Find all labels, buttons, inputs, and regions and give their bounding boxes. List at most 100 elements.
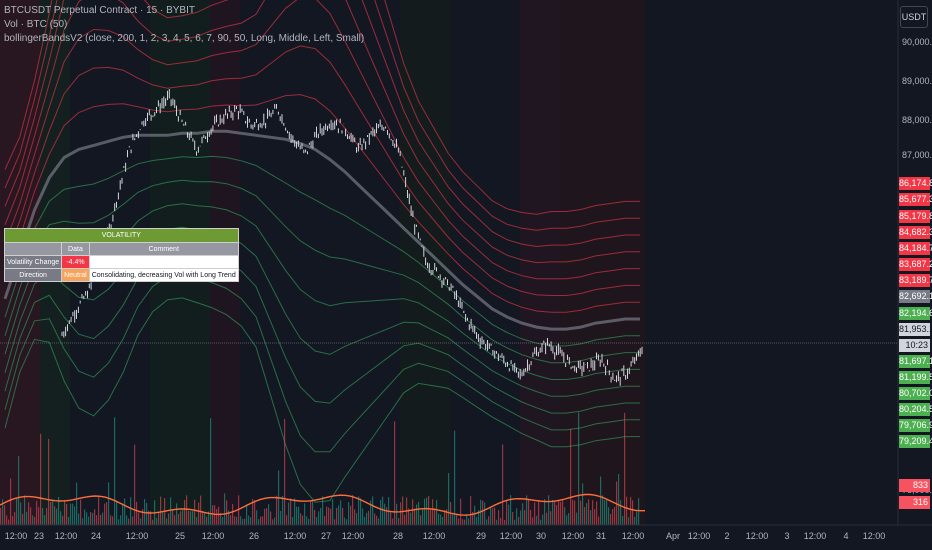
volume-bar (440, 514, 442, 525)
volume-bar (538, 500, 540, 525)
volume-bar (504, 519, 506, 525)
time-tick-label: Apr (665, 531, 681, 541)
volume-bar (50, 502, 52, 525)
volume-bar (528, 498, 530, 525)
price-tick-label: 87,000.0 (902, 150, 932, 160)
chart-legend: BTCUSDT Perpetual Contract · 15 · BYBIT … (4, 4, 364, 46)
volume-bar (60, 511, 62, 525)
volume-bar (350, 505, 352, 525)
upper-band-1 (4, 94, 640, 313)
volume-bar (598, 516, 600, 525)
volume-bar (546, 512, 548, 525)
volume-bar (620, 499, 622, 525)
volume-bar (40, 433, 42, 525)
volume-bar (442, 516, 444, 525)
volume-bar (348, 502, 350, 525)
volume-bar (62, 515, 64, 525)
volume-ma-line (0, 493, 645, 516)
symbol-title[interactable]: BTCUSDT Perpetual Contract · 15 · BYBIT (4, 5, 195, 16)
volume-bar (570, 428, 572, 525)
time-tick-label: 12:00 (561, 531, 585, 541)
volume-bar (438, 513, 440, 525)
volume-bar (8, 519, 10, 525)
volume-bar (236, 516, 238, 525)
price-badge: 80,702.0 (899, 387, 932, 400)
volume-bar (198, 502, 200, 525)
currency-button[interactable]: USDT (900, 6, 928, 28)
volume-bar (228, 510, 230, 525)
volume-bar (516, 508, 518, 525)
volatility-table-title: VOLATILITY (4, 228, 239, 243)
time-tick-label: 24 (90, 531, 102, 541)
volume-bar (638, 498, 640, 525)
lower-band-6 (4, 273, 640, 453)
time-tick-label: 3 (784, 531, 790, 541)
volume-bar (416, 504, 418, 525)
volume-bar (218, 506, 220, 525)
volume-bar (92, 513, 94, 525)
volume-bar (72, 503, 74, 525)
volume-bar (482, 500, 484, 525)
bollinger-indicator-title[interactable]: bollingerBandsV2 (close, 200, 1, 2, 3, 4… (4, 33, 365, 44)
volume-bar (250, 517, 252, 525)
price-badge: 84,184.7 (899, 242, 932, 255)
volume-bar (292, 517, 294, 525)
volume-bar (588, 499, 590, 525)
volume-bars (0, 412, 640, 525)
lower-band-4 (4, 226, 640, 397)
volume-bar (108, 482, 110, 525)
volume-bar (300, 513, 302, 525)
volume-bar (4, 505, 6, 525)
volume-bar (142, 509, 144, 525)
time-tick-label: 12:00 (422, 531, 446, 541)
time-tick-label: 12:00 (745, 531, 769, 541)
time-tick-label: 30 (535, 531, 547, 541)
volume-bar (352, 495, 354, 525)
volume-bar (312, 501, 314, 525)
volume-bar (412, 499, 414, 525)
volume-bar (194, 499, 196, 525)
volume-bar (46, 507, 48, 525)
volume-bar (376, 515, 378, 525)
volume-bar (140, 518, 142, 525)
upper-band-4 (4, 0, 640, 264)
volume-indicator-title[interactable]: Vol · BTC (50) (4, 19, 68, 30)
volume-bar (448, 473, 450, 525)
volume-bar (106, 502, 108, 525)
volume-bar (196, 517, 198, 525)
volume-bar (282, 496, 284, 525)
volume-bar (408, 508, 410, 525)
volume-bar (606, 499, 608, 525)
volume-bar (112, 516, 114, 525)
volume-bar (610, 514, 612, 525)
volume-bar (34, 516, 36, 525)
volume-bar (590, 510, 592, 525)
volume-bar (460, 498, 462, 525)
price-badge: 82,692.1 (899, 290, 932, 303)
volume-bar (206, 516, 208, 525)
volume-bar (26, 511, 28, 525)
price-badge: 86,174.8 (899, 177, 932, 190)
volume-bar (332, 499, 334, 525)
volume-bar (224, 493, 226, 525)
volume-bar (418, 501, 420, 525)
upper-band-5 (4, 0, 640, 248)
volume-bar (22, 513, 24, 525)
volume-bar (456, 514, 458, 525)
volume-bar (0, 507, 2, 525)
volume-bar (562, 499, 564, 525)
volume-bar (322, 496, 324, 525)
volume-bar (632, 500, 634, 525)
volume-bar (624, 412, 626, 525)
volume-bar (166, 518, 168, 525)
volume-bar (594, 509, 596, 525)
volume-bar (104, 503, 106, 525)
volume-bar (182, 510, 184, 525)
volume-bar (380, 499, 382, 525)
volume-bar (630, 496, 632, 525)
volume-bar (190, 511, 192, 525)
volume-bar (520, 510, 522, 525)
volume-bar (134, 444, 136, 525)
volume-bar (364, 516, 366, 525)
volume-bar (252, 499, 254, 525)
